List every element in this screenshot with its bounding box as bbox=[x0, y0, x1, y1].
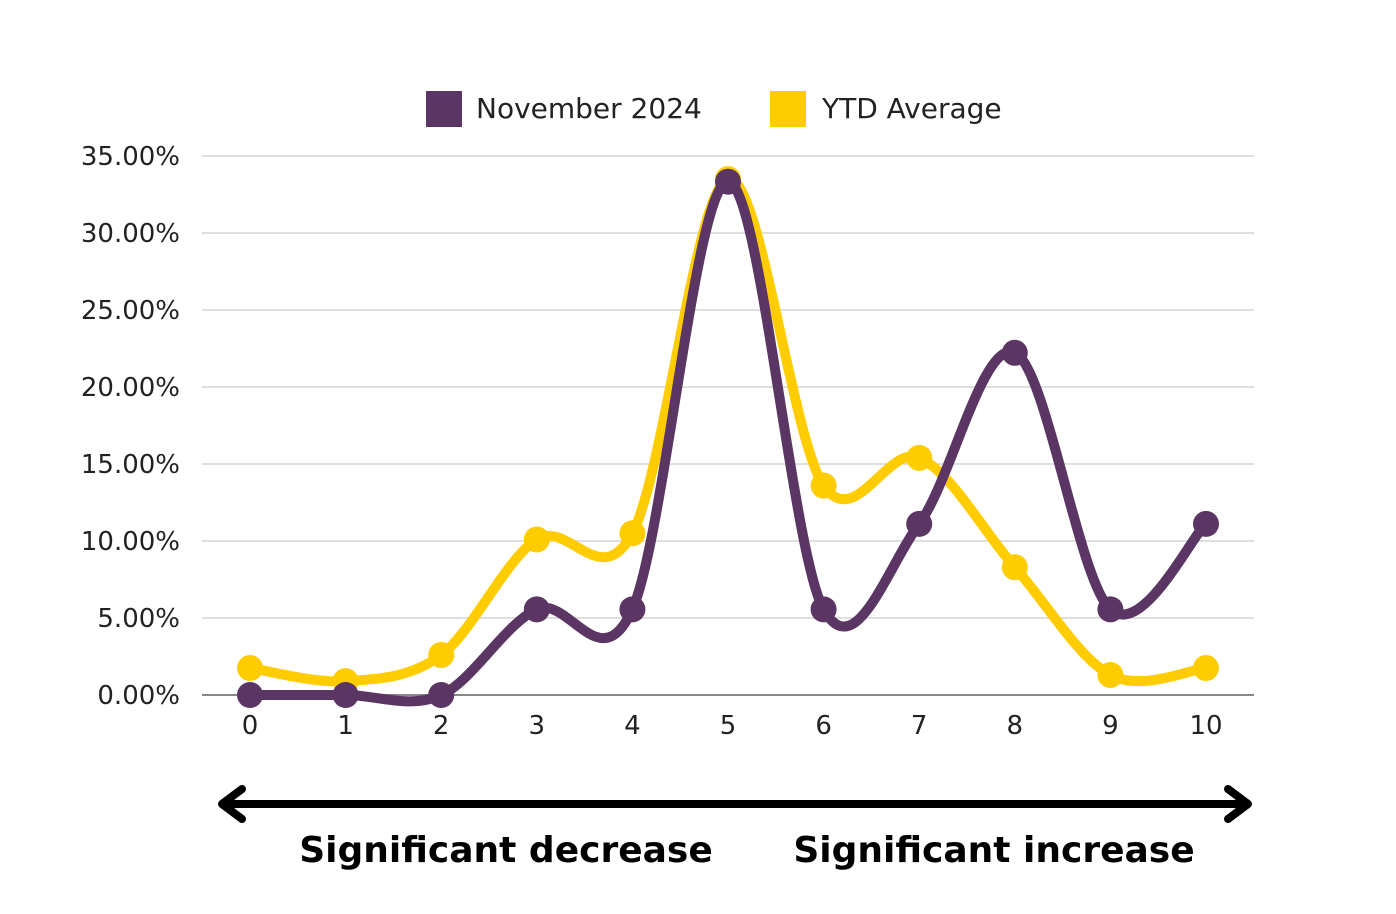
data-point-ytd-average bbox=[1001, 554, 1028, 581]
x-tick-label: 2 bbox=[433, 711, 450, 741]
y-axis: 0.00% 5.00% 10.00% 15.00% 20.00% 25.00% 30.00%… bbox=[81, 142, 180, 711]
legend-swatch-november-2024 bbox=[426, 91, 462, 127]
legend-swatch-ytd-average bbox=[770, 91, 806, 127]
data-point-november-2024 bbox=[332, 682, 359, 708]
data-point-november-2024 bbox=[428, 682, 455, 708]
y-tick-label: 10.00% bbox=[81, 527, 180, 557]
y-tick-label: 0.00% bbox=[97, 681, 180, 711]
data-point-november-2024 bbox=[715, 168, 741, 195]
data-point-ytd-average bbox=[523, 526, 550, 553]
series-line-ytd-average bbox=[245, 174, 1211, 687]
gridlines bbox=[202, 155, 1254, 696]
x-tick-label: 0 bbox=[242, 711, 259, 741]
data-point-ytd-average bbox=[906, 444, 933, 471]
legend-label-ytd-average: YTD Average bbox=[821, 92, 1002, 125]
data-point-ytd-average bbox=[237, 655, 263, 682]
x-tick-label: 4 bbox=[624, 711, 641, 741]
data-point-november-2024 bbox=[1001, 339, 1028, 366]
legend: November 2024 YTD Average bbox=[426, 91, 1002, 127]
scale-arrow-left-head bbox=[218, 785, 246, 823]
y-tick-label: 15.00% bbox=[81, 450, 180, 480]
x-tick-label: 7 bbox=[911, 711, 928, 741]
data-point-november-2024 bbox=[523, 596, 550, 623]
data-point-ytd-average bbox=[428, 641, 455, 668]
data-point-november-2024 bbox=[1097, 596, 1124, 623]
x-tick-label: 6 bbox=[815, 711, 832, 741]
data-point-november-2024 bbox=[1193, 510, 1219, 537]
data-point-november-2024 bbox=[810, 596, 837, 623]
scale-arrow-right-head bbox=[1224, 785, 1252, 823]
series-points bbox=[237, 166, 1219, 708]
data-point-ytd-average bbox=[619, 520, 646, 547]
scale-label-decrease: Significant decrease bbox=[299, 830, 713, 871]
x-tick-label: 3 bbox=[529, 711, 546, 741]
scale-arrow bbox=[218, 785, 1252, 823]
x-tick-label: 1 bbox=[337, 711, 354, 741]
y-tick-label: 20.00% bbox=[81, 373, 180, 403]
y-tick-label: 30.00% bbox=[81, 219, 180, 249]
x-tick-label: 5 bbox=[720, 711, 737, 741]
data-point-ytd-average bbox=[1097, 661, 1124, 688]
x-tick-label: 8 bbox=[1007, 711, 1024, 741]
data-point-ytd-average bbox=[1193, 655, 1219, 682]
series-lines bbox=[245, 174, 1211, 707]
data-point-november-2024 bbox=[237, 682, 263, 708]
x-axis: 0 1 2 3 4 5 6 7 8 9 10 bbox=[242, 711, 1223, 741]
x-tick-label: 9 bbox=[1102, 711, 1119, 741]
y-tick-label: 25.00% bbox=[81, 296, 180, 326]
series-line-november-2024 bbox=[245, 176, 1211, 707]
data-point-ytd-average bbox=[810, 472, 837, 499]
y-tick-label: 35.00% bbox=[81, 142, 180, 172]
scale-label-increase: Significant increase bbox=[793, 830, 1194, 871]
data-point-november-2024 bbox=[906, 510, 933, 537]
data-point-november-2024 bbox=[619, 596, 646, 623]
y-tick-label: 5.00% bbox=[97, 604, 180, 634]
x-tick-label: 10 bbox=[1189, 711, 1222, 741]
legend-label-november-2024: November 2024 bbox=[476, 92, 702, 125]
